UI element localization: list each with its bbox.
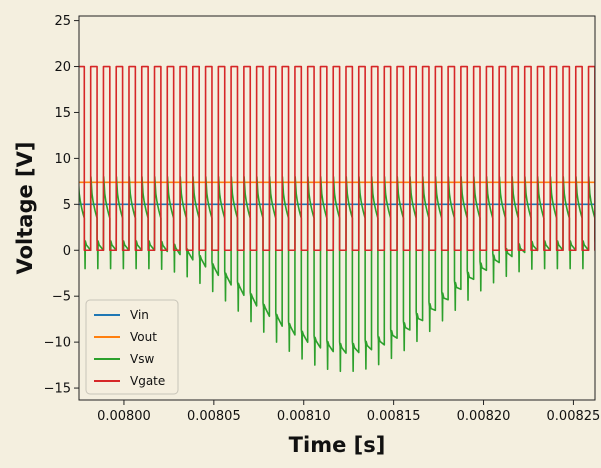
series-group [79,65,595,373]
x-tick-label: 0.00800 [97,409,151,424]
y-tick-label: 25 [54,14,71,29]
x-tick-label: 0.00815 [367,409,421,424]
x-tick-label: 0.00810 [277,409,331,424]
series-line-vgate [79,65,595,252]
legend: Vin Vout Vsw Vgate [85,299,179,395]
y-tick-label: 10 [54,152,71,167]
legend-label-vgate: Vgate [130,374,165,388]
legend-label-vin: Vin [130,308,149,322]
y-axis-title: Voltage [V] [13,142,37,275]
y-axis-ticks: −15 −10 −5 0 5 10 15 20 25 [44,14,79,397]
x-axis-ticks: 0.00800 0.00805 0.00810 0.00815 0.00820 0.008… [97,400,600,424]
legend-box [85,299,179,395]
y-tick-label: 5 [63,198,71,213]
x-tick-label: 0.00805 [187,409,241,424]
y-tick-label: −15 [44,382,71,397]
y-tick-label: −5 [52,290,71,305]
legend-label-vout: Vout [130,330,157,344]
plot-frame [78,15,596,401]
legend-label-vsw: Vsw [130,352,154,366]
y-tick-label: 0 [63,244,71,259]
x-axis-title: Time [s] [289,433,386,457]
y-tick-label: 15 [54,106,71,121]
y-tick-label: −10 [44,336,71,351]
x-tick-label: 0.00825 [547,409,601,424]
y-tick-label: 20 [54,60,71,75]
x-tick-label: 0.00820 [457,409,511,424]
